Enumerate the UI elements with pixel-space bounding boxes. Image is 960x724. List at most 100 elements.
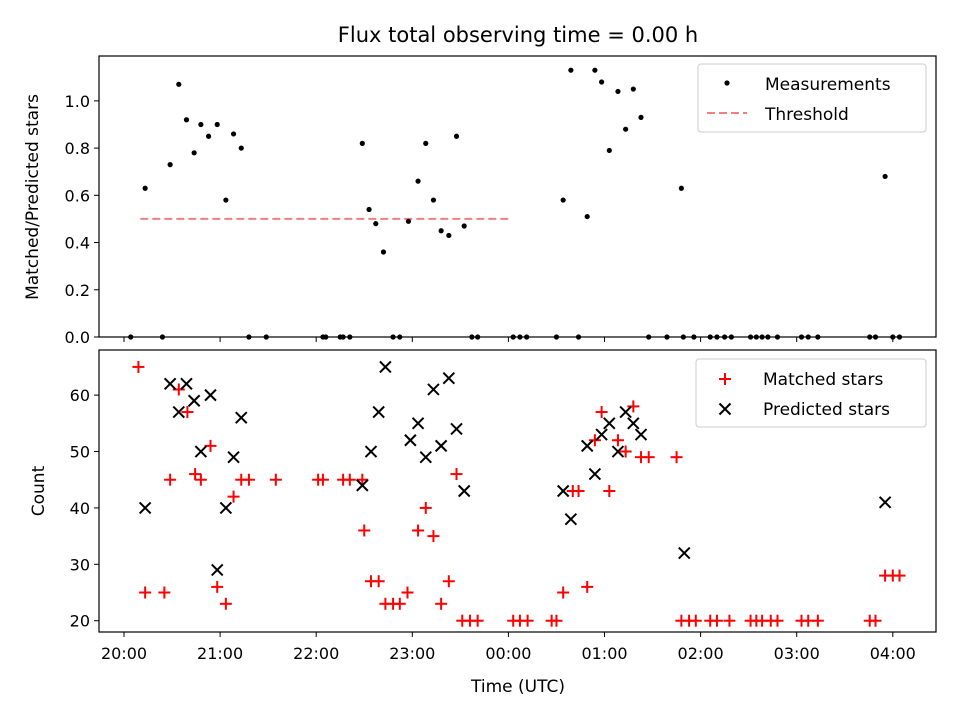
measurement-point [176,81,182,87]
matched-star-point [811,614,824,627]
matched-star-point [670,451,683,464]
predicted-star-point [372,405,385,419]
measurement-point [592,67,598,73]
bottom-y-tick-label: 50 [70,443,90,462]
measurement-point [517,334,523,340]
measurement-point [430,197,437,203]
measurement-point [568,67,574,73]
measurement-point [191,150,197,156]
legend-threshold-label: Threshold [764,105,849,125]
predicted-star-point [580,439,594,453]
legend-measurements-marker [724,80,730,86]
matched-star-point [427,530,440,543]
predicted-star-point [595,428,608,441]
matched-star-point [211,580,224,593]
predicted-star-point [364,445,378,458]
predicted-star-point [404,434,417,447]
bottom-y-tick-label: 40 [70,499,90,518]
measurement-point [560,197,566,203]
predicted-star-point [204,388,217,402]
legend-predicted-label: Predicted stars [763,400,890,420]
measurement-point [599,79,605,85]
measurement-point [553,334,560,340]
measurement-point [128,334,134,340]
matched-star-point [343,473,356,486]
measurement-point [366,206,372,213]
predicted-star-point [419,450,432,464]
matched-star-point [450,468,463,481]
matched-star-point [893,569,906,582]
measurement-point [461,223,467,229]
measurement-point [397,334,403,340]
measurement-point [453,133,460,139]
measurement-point [630,86,636,92]
matched-star-point [358,524,371,537]
measurement-point [872,334,879,340]
measurement-point [896,334,903,340]
matched-star-point [581,580,594,593]
bottom-x-tick-label: 04:00 [870,644,916,663]
measurement-point [405,218,412,224]
matched-star-point [132,360,145,373]
matched-star-point [521,614,534,627]
top-y-tick-label: 0.8 [65,139,90,158]
matched-star-point [471,614,484,627]
bottom-x-tick-label: 22:00 [293,644,339,663]
bottom-legend: Matched stars Predicted stars [695,358,927,428]
predicted-stars-points [138,360,892,577]
measurement-point [606,147,612,154]
measurement-point [198,121,204,128]
predicted-star-point [163,377,177,391]
bottom-y-axis-label: Count [29,465,49,516]
legend-plus-glyph [719,373,731,385]
predicted-star-point [442,371,456,385]
matched-star-point [194,473,207,486]
measurement-point [646,334,652,340]
top-y-tick-label: 0.2 [65,281,90,300]
bottom-x-tick-label: 23:00 [389,644,435,663]
bottom-legend-box [695,358,927,428]
measurement-point [815,334,821,340]
predicted-star-point [556,484,570,498]
measurement-point [475,334,481,340]
bottom-y-tick-label: 60 [70,386,90,405]
top-y-axis-label: Matched/Predicted stars [23,94,43,300]
matched-star-point [372,575,385,588]
predicted-star-point [878,496,892,509]
matched-star-point [401,586,414,599]
bottom-x-tick-label: 01:00 [581,644,627,663]
predicted-star-point [194,445,208,458]
matched-star-point [412,524,425,537]
bottom-y-tick-label: 30 [70,555,90,574]
measurement-point [798,334,805,340]
measurement-point [223,197,229,203]
bottom-y-tick-label: 20 [70,612,90,631]
predicted-star-point [627,417,640,430]
measurement-point [707,334,713,340]
legend-cross-glyph [718,402,732,416]
bottom-x-tick-label: 02:00 [678,644,724,663]
measurement-point [246,334,252,340]
bottom-y-ticks: 20 30 40 50 60 [70,386,99,631]
matched-star-point [393,597,406,610]
measurement-point [183,117,190,123]
predicted-star-point [180,377,193,391]
predicted-star-point [634,428,648,441]
measurement-point [722,334,728,340]
matched-star-point [435,597,448,610]
measurement-point [446,232,452,239]
predicted-star-point [457,484,471,498]
matched-star-point [642,451,655,464]
measurement-point [747,334,754,340]
predicted-star-point [678,546,691,560]
predicted-star-point [611,445,625,458]
measurement-point [238,145,244,151]
legend-matched-label: Matched stars [763,370,883,390]
measurement-point [890,334,896,340]
measurement-point [205,133,212,139]
top-y-tick-label: 1.0 [65,92,90,111]
measurement-point [214,121,220,128]
matched-star-point [442,575,455,588]
matched-star-point [181,406,194,419]
top-panel: 0.0 0.2 0.4 0.6 0.8 1.0 Matched/Predicted sta… [23,55,937,347]
